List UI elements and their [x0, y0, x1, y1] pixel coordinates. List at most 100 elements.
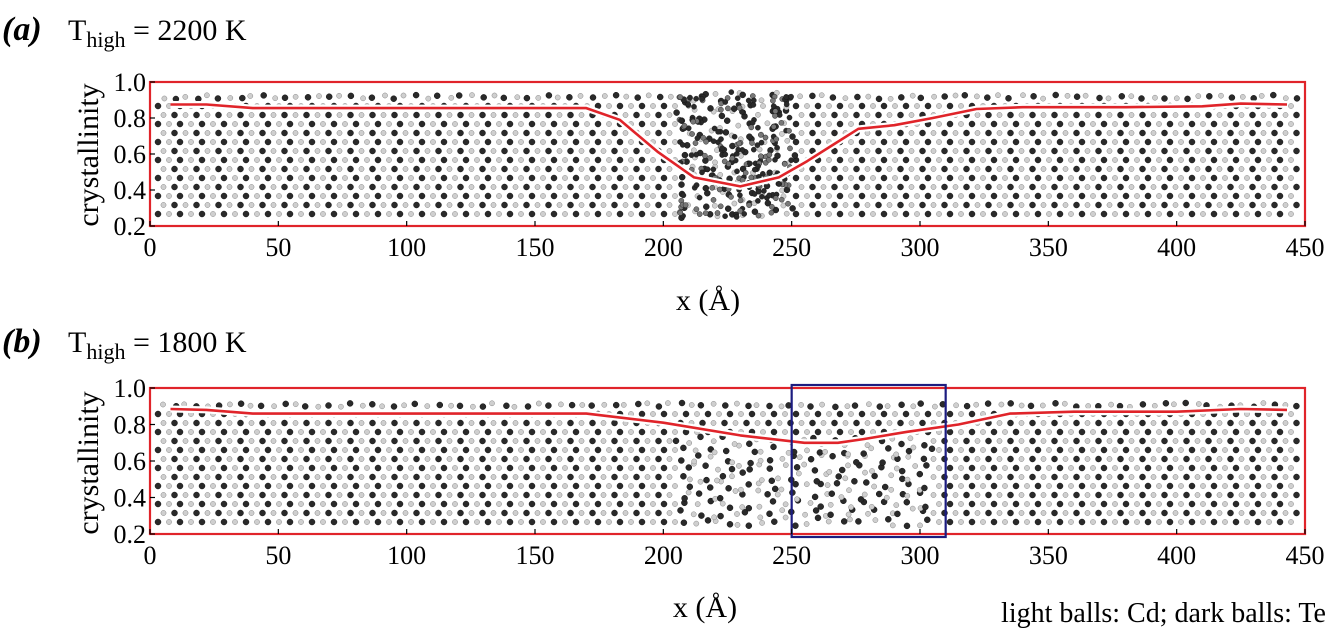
- cd-atom: [1018, 456, 1025, 462]
- cd-atom: [584, 139, 590, 145]
- cd-atom: [248, 130, 255, 136]
- disordered-atom: [722, 151, 729, 158]
- te-atom: [368, 94, 376, 101]
- te-atom: [633, 455, 640, 463]
- te-atom: [655, 165, 662, 173]
- cd-atom: [534, 492, 541, 498]
- te-atom: [193, 165, 200, 173]
- te-atom: [707, 105, 714, 112]
- te-atom: [875, 419, 882, 427]
- cd-atom: [292, 492, 299, 498]
- te-atom: [809, 111, 816, 119]
- cd-atom: [779, 455, 786, 462]
- te-atom: [871, 472, 878, 480]
- te-atom: [1051, 129, 1058, 137]
- te-atom: [1227, 437, 1234, 445]
- te-atom: [171, 437, 178, 445]
- cd-atom: [980, 211, 986, 217]
- te-atom: [875, 111, 882, 119]
- cd-atom: [270, 130, 277, 136]
- te-atom: [286, 464, 294, 472]
- cd-atom: [1112, 447, 1118, 453]
- te-atom: [506, 482, 514, 490]
- cd-atom: [644, 474, 651, 480]
- cd-atom: [930, 202, 937, 208]
- te-atom: [242, 464, 250, 472]
- cd-atom: [914, 211, 920, 217]
- cd-atom: [1288, 465, 1294, 471]
- te-atom: [506, 446, 514, 454]
- te-atom: [171, 129, 178, 137]
- te-atom: [902, 174, 910, 182]
- cd-atom: [1061, 400, 1068, 407]
- cd-atom: [490, 112, 497, 118]
- cd-atom: [1128, 474, 1135, 480]
- te-atom: [990, 192, 998, 200]
- cd-atom: [382, 92, 388, 99]
- cd-atom: [1194, 492, 1201, 498]
- te-atom: [589, 473, 596, 481]
- cd-atom: [270, 202, 277, 208]
- te-atom: [725, 485, 732, 492]
- cd-atom: [556, 130, 563, 136]
- te-atom: [154, 500, 162, 508]
- cd-atom: [1150, 438, 1157, 444]
- te-atom: [198, 138, 206, 146]
- te-atom: [1029, 437, 1036, 445]
- cd-atom: [1106, 184, 1113, 190]
- te-atom: [1029, 147, 1036, 155]
- y-tick-label-a: 1.0: [114, 68, 147, 97]
- cd-atom: [644, 202, 651, 208]
- te-atom: [699, 419, 706, 427]
- te-atom: [435, 419, 442, 427]
- te-atom: [440, 156, 448, 164]
- cd-atom: [888, 472, 895, 479]
- cd-atom: [794, 496, 800, 503]
- cd-atom: [408, 193, 414, 199]
- panel-a-title-sub: high: [86, 27, 125, 52]
- cd-atom: [848, 429, 854, 435]
- cd-atom: [1068, 465, 1074, 471]
- cd-atom: [996, 510, 1003, 516]
- disordered-atom: [788, 157, 795, 163]
- te-atom: [1029, 455, 1036, 463]
- te-atom: [198, 518, 206, 526]
- cd-atom: [1222, 519, 1228, 525]
- te-atom: [237, 165, 244, 173]
- cd-atom: [540, 175, 546, 181]
- te-atom: [330, 138, 338, 146]
- te-atom: [1100, 464, 1108, 472]
- te-atom: [286, 138, 294, 146]
- cd-atom: [842, 112, 849, 118]
- cd-atom: [1178, 193, 1184, 199]
- cd-atom: [248, 420, 255, 426]
- cd-atom: [1200, 175, 1206, 181]
- te-atom: [1100, 482, 1108, 490]
- disordered-atom: [758, 153, 764, 159]
- cd-atom: [936, 447, 942, 453]
- te-atom: [396, 518, 404, 526]
- cd-atom: [1046, 429, 1052, 435]
- cd-atom: [1062, 474, 1069, 480]
- te-atom: [1034, 192, 1042, 200]
- te-atom: [374, 192, 382, 200]
- cd-atom: [182, 510, 189, 516]
- te-atom: [479, 165, 486, 173]
- cd-atom: [496, 447, 502, 453]
- te-atom: [1161, 201, 1168, 209]
- cd-atom: [1068, 211, 1074, 217]
- te-atom: [876, 403, 884, 410]
- cd-atom: [270, 148, 277, 154]
- cd-atom: [402, 148, 409, 154]
- te-atom: [198, 428, 206, 436]
- te-atom: [1051, 509, 1058, 517]
- cd-atom: [795, 470, 802, 477]
- te-atom: [220, 446, 228, 454]
- cd-atom: [578, 130, 585, 136]
- cd-atom: [518, 429, 524, 435]
- cd-atom: [254, 429, 260, 435]
- te-atom: [523, 147, 530, 155]
- te-atom: [391, 111, 398, 119]
- te-atom: [237, 509, 244, 517]
- cd-atom: [446, 184, 453, 190]
